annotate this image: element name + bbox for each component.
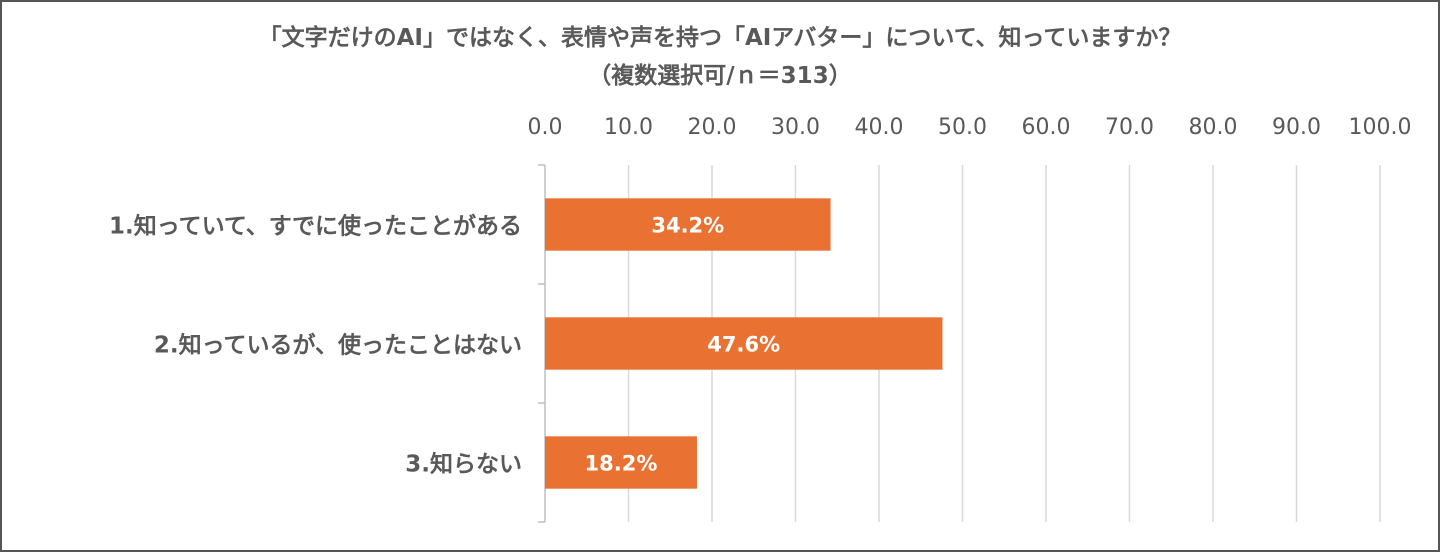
- x-tick-label: 70.0: [1105, 115, 1154, 140]
- x-tick-label: 40.0: [855, 115, 904, 140]
- x-tick-label: 20.0: [688, 115, 737, 140]
- bar: [545, 436, 697, 489]
- x-tick-label: 50.0: [938, 115, 987, 140]
- category-label: 3.知らない: [405, 451, 522, 478]
- data-label: 34.2%: [651, 214, 724, 238]
- x-tick-label: 80.0: [1189, 115, 1238, 140]
- data-label: 47.6%: [707, 333, 780, 357]
- chart-title: 「文字だけのAI」ではなく、表情や声を持つ「AIアバター」について、知っています…: [258, 25, 1182, 51]
- x-tick-label: 90.0: [1272, 115, 1321, 140]
- x-tick-label: 60.0: [1022, 115, 1071, 140]
- chart-subtitle: （複数選択可/ｎ＝313）: [588, 63, 852, 89]
- x-tick-label: 10.0: [604, 115, 653, 140]
- category-label: 2.知っているが、使ったことはない: [154, 332, 522, 359]
- x-tick-label: 0.0: [528, 115, 563, 140]
- x-tick-label: 100.0: [1349, 115, 1412, 140]
- category-label: 1.知っていて、すでに使ったことがある: [109, 213, 522, 240]
- data-label: 18.2%: [585, 452, 658, 476]
- bar: [545, 317, 943, 370]
- bar: [545, 198, 831, 251]
- x-tick-label: 30.0: [771, 115, 820, 140]
